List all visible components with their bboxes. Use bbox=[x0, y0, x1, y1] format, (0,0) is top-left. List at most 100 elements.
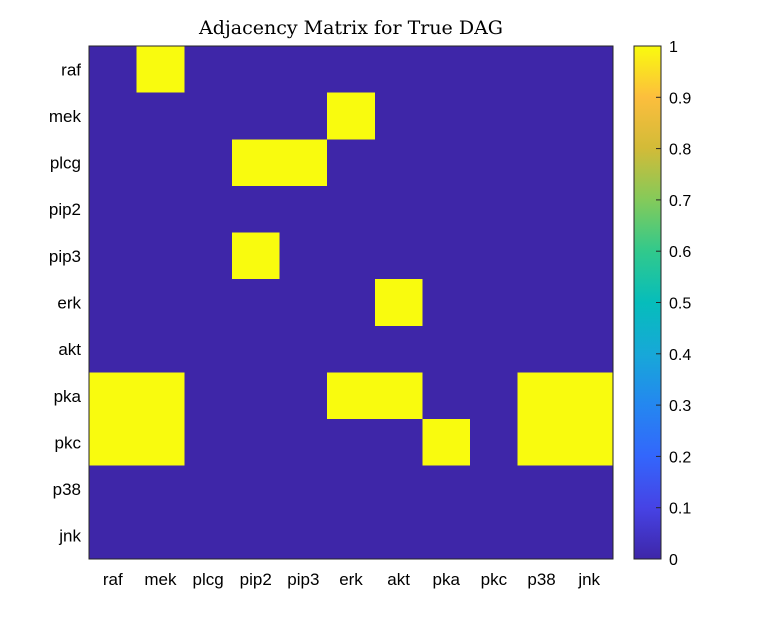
colorbar-tick-label: 0.3 bbox=[669, 398, 691, 415]
heatmap-cell-pkc-pip2 bbox=[231, 419, 281, 467]
heatmap-cell-plcg-p38 bbox=[517, 139, 566, 187]
heatmap-cell-pip2-jnk bbox=[565, 185, 614, 234]
heatmap-cell-pip3-pkc bbox=[470, 232, 519, 280]
heatmap-cell-pip2-p38 bbox=[517, 185, 566, 234]
colorbar-tick-label: 0.6 bbox=[669, 244, 691, 261]
heatmap-cell-pka-p38 bbox=[517, 372, 566, 420]
heatmap-cell-jnk-pip2 bbox=[231, 512, 281, 560]
heatmap-cell-jnk-p38 bbox=[517, 512, 566, 560]
heatmap-cell-plcg-pip2 bbox=[231, 139, 281, 187]
heatmap-cell-jnk-plcg bbox=[184, 512, 233, 560]
plot-frame bbox=[88, 45, 614, 560]
heatmap-cell-plcg-raf bbox=[89, 139, 138, 187]
row-label-p38: p38 bbox=[53, 480, 81, 499]
heatmap-cell-pip3-akt bbox=[374, 232, 424, 280]
heatmap-cell-erk-erk bbox=[327, 279, 376, 327]
heatmap-cell-pip3-pip3 bbox=[279, 232, 328, 280]
heatmap-cell-mek-erk bbox=[327, 92, 376, 140]
heatmap-cell-akt-pka bbox=[422, 325, 471, 374]
heatmap-cell-akt-raf bbox=[89, 325, 138, 374]
row-label-raf: raf bbox=[61, 60, 81, 79]
heatmap-cell-pip3-p38 bbox=[517, 232, 566, 280]
column-label-akt: akt bbox=[387, 570, 410, 589]
heatmap-cell-pka-akt bbox=[374, 372, 424, 420]
colorbar-tick-label: 1 bbox=[669, 39, 678, 56]
heatmap-cell-pip3-raf bbox=[89, 232, 138, 280]
heatmap-cell-mek-pka bbox=[422, 92, 471, 140]
heatmap-cell-jnk-raf bbox=[89, 512, 138, 560]
colorbar-ticks: 0 0.1 0.2 0.3 0.4 0.5 0.6 0.7 0.8 0.9 1 bbox=[656, 39, 691, 569]
heatmap-cell-jnk-erk bbox=[327, 512, 376, 560]
heatmap-cell-akt-mek bbox=[136, 325, 185, 374]
heatmap-cell-raf-pip2 bbox=[231, 46, 281, 94]
heatmap-cell-pip2-pip2 bbox=[231, 185, 281, 234]
heatmap-cell-pka-plcg bbox=[184, 372, 233, 420]
colorbar-tick-label: 0.2 bbox=[669, 449, 691, 466]
heatmap-cell-raf-mek bbox=[136, 46, 185, 94]
chart-title: Adjacency Matrix for True DAG bbox=[198, 17, 503, 39]
colorbar-tick-label: 0.4 bbox=[669, 347, 691, 364]
row-labels: raf mek plcg pip2 pip3 erk akt pka pkc p38 jnk bbox=[49, 60, 82, 545]
heatmap-cell-mek-pip2 bbox=[231, 92, 281, 140]
heatmap-cell-akt-pkc bbox=[470, 325, 519, 374]
heatmap-cell-pka-raf bbox=[89, 372, 138, 420]
heatmap-cell-akt-akt bbox=[374, 325, 424, 374]
colorbar-tick-label: 0 bbox=[669, 552, 678, 569]
heatmap-cell-jnk-jnk bbox=[565, 512, 614, 560]
heatmap-cell-mek-jnk bbox=[565, 92, 614, 140]
colorbar-tick-label: 0.7 bbox=[669, 193, 691, 210]
colorbar-tick-label: 0.8 bbox=[669, 142, 691, 159]
heatmap-cell-pip2-pkc bbox=[470, 185, 519, 234]
heatmap-cell-pkc-pka bbox=[422, 419, 471, 467]
heatmap-cell-p38-erk bbox=[327, 465, 376, 513]
row-label-erk: erk bbox=[57, 294, 81, 313]
heatmap-cell-plcg-pkc bbox=[470, 139, 519, 187]
heatmap-cell-raf-p38 bbox=[517, 46, 566, 94]
heatmap-cell-pkc-akt bbox=[374, 419, 424, 467]
heatmap-cell-pka-pip3 bbox=[279, 372, 328, 420]
heatmap-cell-p38-p38 bbox=[517, 465, 566, 513]
heatmap-cell-raf-erk bbox=[327, 46, 376, 94]
heatmap-cell-pka-mek bbox=[136, 372, 185, 420]
column-label-p38: p38 bbox=[527, 570, 555, 589]
heatmap-cell-raf-raf bbox=[89, 46, 138, 94]
heatmap-cell-pip3-erk bbox=[327, 232, 376, 280]
heatmap-cell-pip2-erk bbox=[327, 185, 376, 234]
heatmap-cell-akt-pip2 bbox=[231, 325, 281, 374]
heatmap-cell-mek-pkc bbox=[470, 92, 519, 140]
heatmap-cell-raf-pka bbox=[422, 46, 471, 94]
heatmap-cell-plcg-erk bbox=[327, 139, 376, 187]
heatmap-cell-akt-erk bbox=[327, 325, 376, 374]
colorbar-tick-label: 0.1 bbox=[669, 501, 691, 518]
heatmap-cell-pkc-raf bbox=[89, 419, 138, 467]
column-label-plcg: plcg bbox=[192, 570, 223, 589]
heatmap-cell-pip2-pip3 bbox=[279, 185, 328, 234]
heatmap-cell-erk-jnk bbox=[565, 279, 614, 327]
column-label-jnk: jnk bbox=[577, 570, 600, 589]
heatmap-cell-plcg-pip3 bbox=[279, 139, 328, 187]
colorbar-tick-label: 0.9 bbox=[669, 90, 691, 107]
heatmap-cell-raf-plcg bbox=[184, 46, 233, 94]
heatmap-cell-akt-pip3 bbox=[279, 325, 328, 374]
heatmap-cell-raf-jnk bbox=[565, 46, 614, 94]
heatmap-cell-erk-mek bbox=[136, 279, 185, 327]
heatmap-cell-pka-pkc bbox=[470, 372, 519, 420]
heatmap-cell-plcg-akt bbox=[374, 139, 424, 187]
heatmap-cell-jnk-mek bbox=[136, 512, 185, 560]
heatmap-cell-mek-pip3 bbox=[279, 92, 328, 140]
row-label-akt: akt bbox=[58, 340, 81, 359]
heatmap-cell-mek-raf bbox=[89, 92, 138, 140]
heatmap-cell-mek-p38 bbox=[517, 92, 566, 140]
heatmap-cell-raf-akt bbox=[374, 46, 424, 94]
heatmap-cell-pkc-plcg bbox=[184, 419, 233, 467]
heatmap-cell-mek-mek bbox=[136, 92, 185, 140]
heatmap-cell-raf-pkc bbox=[470, 46, 519, 94]
row-label-jnk: jnk bbox=[58, 527, 81, 546]
column-label-raf: raf bbox=[103, 570, 123, 589]
heatmap-cell-erk-plcg bbox=[184, 279, 233, 327]
heatmap-cell-pip3-mek bbox=[136, 232, 185, 280]
heatmap-cell-mek-akt bbox=[374, 92, 424, 140]
heatmap-cell-pka-jnk bbox=[565, 372, 614, 420]
heatmap-cell-pip2-mek bbox=[136, 185, 185, 234]
